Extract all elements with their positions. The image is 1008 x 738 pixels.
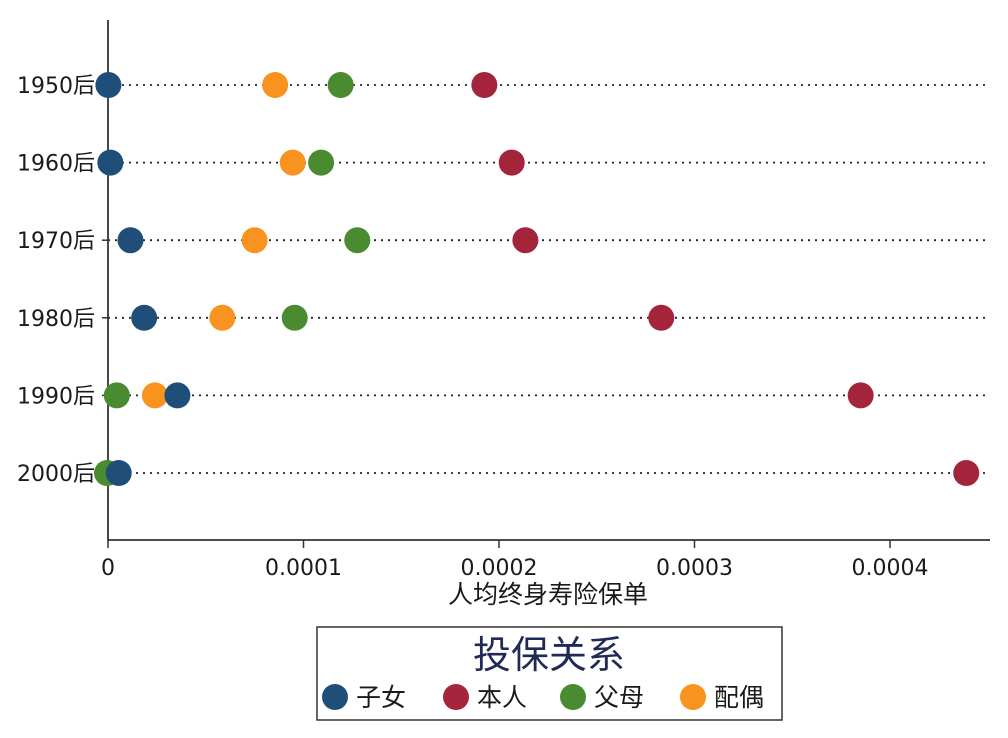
gridlines	[108, 84, 988, 474]
data-point	[209, 304, 236, 331]
data-point	[847, 382, 874, 409]
legend-label: 子女	[356, 683, 406, 712]
y-tick-label: 1960后	[17, 152, 95, 177]
legend-item: 配偶	[680, 683, 764, 712]
legend-marker	[560, 684, 586, 710]
data-point	[131, 304, 158, 331]
data-point	[141, 382, 168, 409]
data-point	[97, 149, 124, 176]
legend-title: 投保关系	[473, 633, 625, 677]
y-tick-labels: 1950后 1960后 1970后 1980后 1990后 2000后	[17, 74, 95, 487]
data-point	[327, 72, 354, 98]
x-tick-label: 0.0004	[852, 556, 929, 581]
data-point	[281, 304, 308, 331]
legend-marker	[680, 684, 706, 710]
y-tick-label: 1980后	[17, 307, 95, 332]
legend-label: 配偶	[714, 683, 764, 712]
x-tick-label: 0.0002	[461, 556, 538, 581]
legend-item: 本人	[443, 683, 527, 712]
y-tick-label: 1950后	[17, 74, 95, 99]
data-point	[117, 227, 144, 254]
data-point	[279, 149, 306, 176]
data-point	[103, 382, 130, 409]
axes	[102, 20, 990, 548]
data-point	[308, 149, 335, 176]
legend-item: 父母	[560, 683, 644, 712]
legend-marker	[322, 684, 348, 710]
x-tick-labels: 0 0.0001 0.0002 0.0003 0.0004	[101, 556, 928, 581]
y-tick-label: 1990后	[17, 384, 95, 409]
data-point	[241, 227, 268, 254]
data-point	[164, 382, 191, 409]
legend-item: 子女	[322, 683, 406, 712]
data-point	[498, 149, 525, 176]
legend-marker	[443, 684, 469, 710]
x-axis-title: 人均终身寿险保单	[448, 580, 648, 609]
legend-label: 父母	[594, 683, 644, 712]
x-tick-label: 0.0003	[656, 556, 733, 581]
x-tick-label: 0	[101, 556, 115, 581]
x-tick-label: 0.0001	[265, 556, 342, 581]
data-point	[953, 460, 980, 486]
data-point	[344, 227, 371, 254]
data-point	[105, 460, 132, 486]
legend-box	[316, 626, 783, 721]
legend-items: 子女 本人 父母 配偶	[322, 683, 764, 712]
data-point	[512, 227, 539, 254]
y-tick-label: 1970后	[17, 229, 95, 254]
data-points	[94, 72, 980, 486]
legend: 投保关系 子女 本人 父母 配偶	[316, 626, 783, 721]
legend-label: 本人	[477, 683, 527, 712]
data-point	[648, 304, 675, 331]
data-point	[95, 72, 122, 98]
data-point	[471, 72, 498, 98]
y-tick-label: 2000后	[17, 462, 95, 487]
data-point	[262, 72, 289, 98]
